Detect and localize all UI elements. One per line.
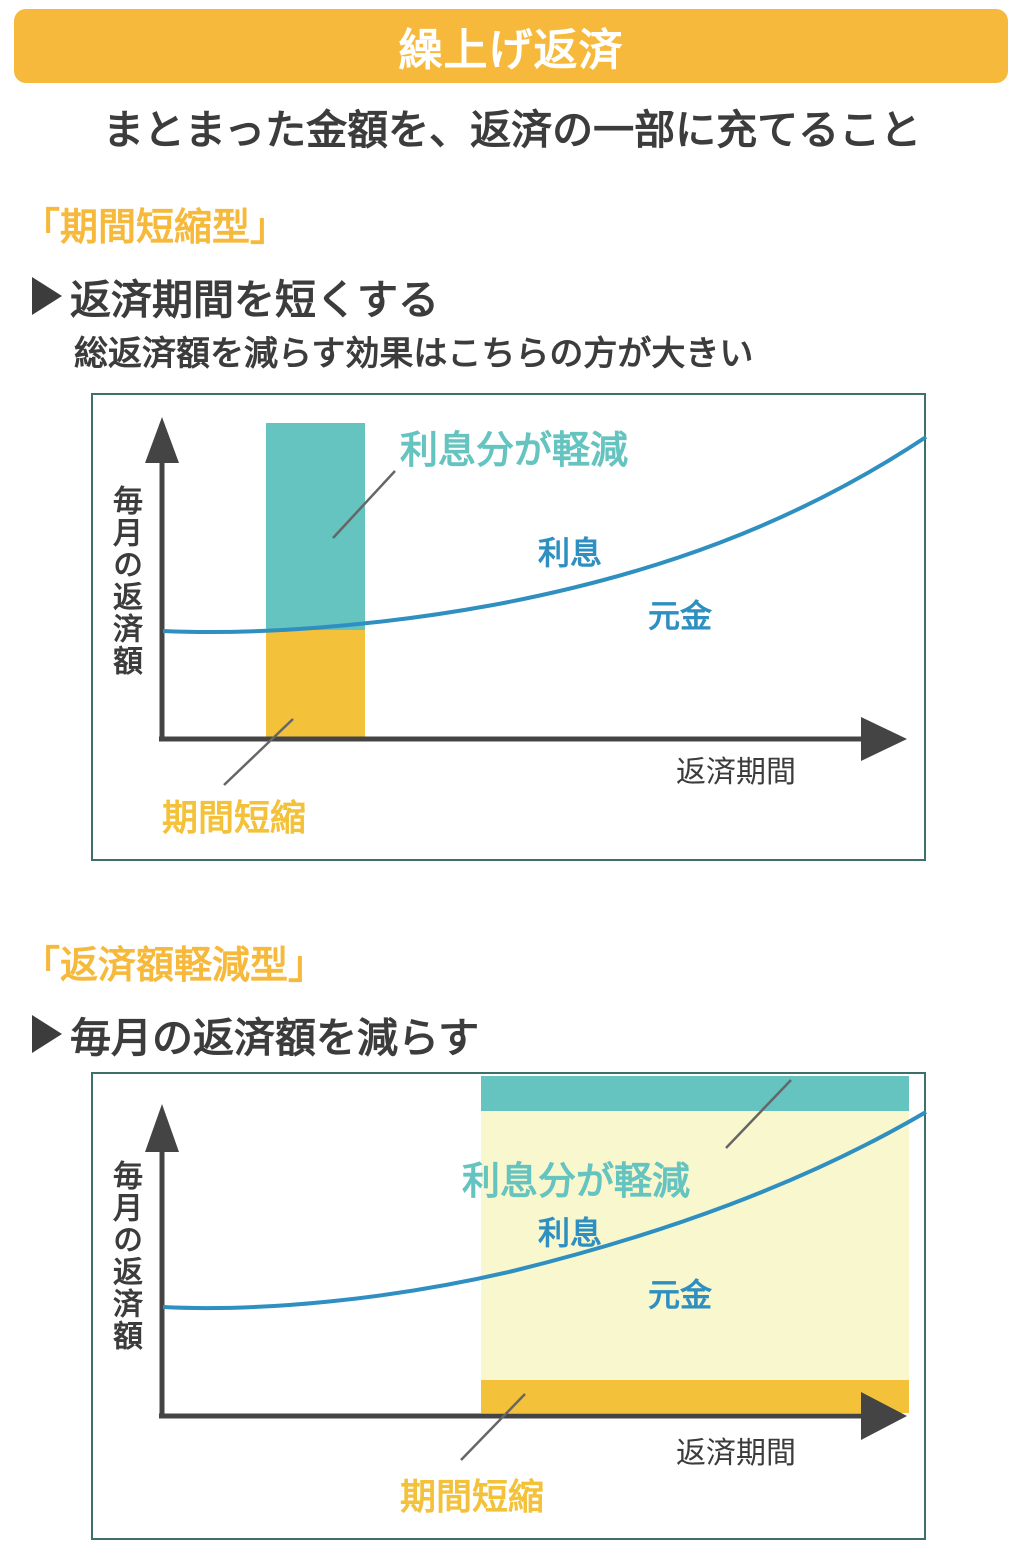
label-interest: 利息 (538, 1214, 603, 1252)
label-principal: 元金 (648, 597, 713, 635)
section-bullet-term-shortening: 返済期間を短くする (32, 266, 439, 326)
section-note: 総返済額を減らす効果はこちらの方が大きい (74, 334, 754, 374)
callout-term-shortening: 期間短縮 (400, 1477, 545, 1518)
label-interest: 利息 (538, 534, 603, 572)
chart-payment-reduction: 毎月の返済額 利息分が軽減 利息 元金 返済期間 期間短縮 (91, 1072, 928, 1540)
interest-reduction-band (481, 1076, 909, 1111)
remaining-term-area (481, 1076, 909, 1413)
y-axis-label: 毎月の返済額 (107, 485, 142, 677)
title-banner: 繰上げ返済 (14, 9, 1008, 83)
bullet-text: 毎月の返済額を減らす (70, 1014, 480, 1062)
y-axis-label: 毎月の返済額 (107, 1160, 142, 1352)
label-principal: 元金 (648, 1276, 713, 1314)
bullet-text: 返済期間を短くする (70, 276, 439, 324)
interest-principal-curve (162, 1110, 928, 1311)
callout-interest-reduction: 利息分が軽減 (400, 428, 629, 472)
x-axis-arrow-icon (861, 1392, 907, 1440)
x-axis-arrow-icon (861, 717, 907, 761)
callout-line-interest (332, 470, 396, 539)
callout-line-term (460, 1393, 526, 1461)
page-subtitle: まとまった金額を、返済の一部に充てること (102, 106, 922, 154)
triangle-bullet-icon (32, 1015, 62, 1053)
section-title-payment-reduction: 「返済額軽減型」 (22, 943, 327, 987)
chart-graphics (145, 417, 928, 786)
y-axis-arrow-icon (145, 417, 179, 463)
x-axis-label: 返済期間 (676, 1436, 796, 1471)
callout-line-term (223, 718, 294, 786)
chart-term-shortening: 毎月の返済額 利息分が軽減 利息 元金 返済期間 期間短縮 (91, 393, 928, 861)
y-axis-arrow-icon (145, 1104, 179, 1152)
chart-graphics (145, 1076, 928, 1461)
triangle-bullet-icon (32, 277, 62, 315)
page-title: 繰上げ返済 (398, 25, 624, 76)
interest-principal-curve (162, 435, 928, 634)
callout-line-interest (725, 1079, 792, 1149)
callout-term-shortening: 期間短縮 (162, 798, 307, 839)
section-bullet-payment-reduction: 毎月の返済額を減らす (32, 1004, 479, 1064)
x-axis-label: 返済期間 (676, 755, 796, 790)
callout-interest-reduction: 利息分が軽減 (462, 1159, 691, 1203)
section-title-term-shortening: 「期間短縮型」 (22, 205, 289, 249)
term-shortening-band (481, 1380, 909, 1413)
term-shortening-bar (266, 630, 365, 738)
interest-reduction-bar (266, 423, 365, 630)
